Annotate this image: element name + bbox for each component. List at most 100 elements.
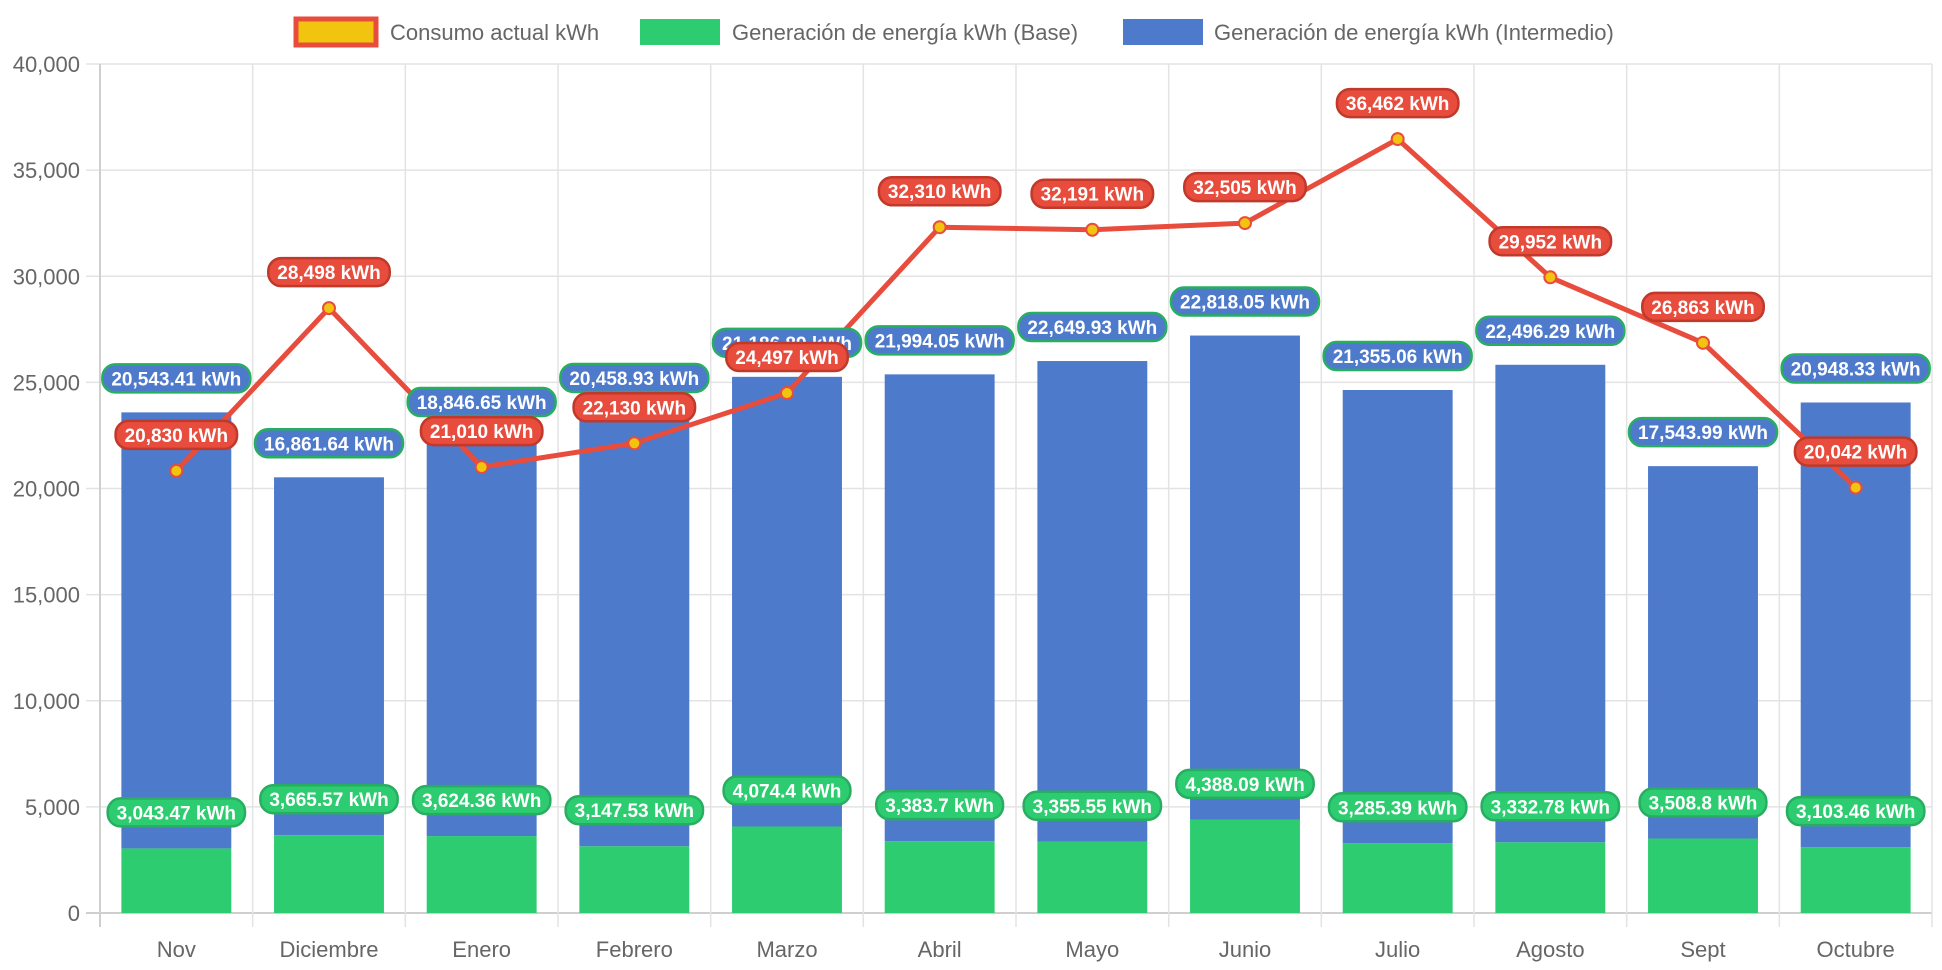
- x-tick-label: Nov: [157, 937, 196, 962]
- label-consumo-text: 32,505 kWh: [1193, 178, 1297, 199]
- label-intermedio: 20,458.93 kWh: [559, 362, 710, 394]
- label-intermedio-text: 22,649.93 kWh: [1027, 318, 1157, 339]
- label-consumo-text: 21,010 kWh: [430, 422, 534, 443]
- bar-intermedio: [1037, 361, 1148, 842]
- label-intermedio: 20,543.41 kWh: [101, 363, 252, 394]
- label-base: 3,043.47 kWh: [106, 797, 247, 828]
- label-base: 3,103.46 kWh: [1785, 795, 1926, 827]
- bars: [121, 335, 1911, 913]
- label-consumo: 20,042 kWh: [1793, 436, 1918, 467]
- label-base-text: 3,285.39 kWh: [1338, 798, 1457, 819]
- bar-intermedio: [426, 436, 537, 837]
- x-tick-label: Octubre: [1817, 937, 1895, 962]
- label-base-bg: [1327, 792, 1468, 823]
- label-intermedio-bg: [1017, 311, 1168, 343]
- label-intermedio-bg: [1780, 353, 1931, 384]
- x-tick-label: Junio: [1219, 937, 1272, 962]
- consumption-point: [1085, 222, 1100, 237]
- label-consumo: 28,498 kWh: [267, 256, 391, 288]
- legend-intermedio: Generación de energía kWh (Intermedio): [1123, 19, 1614, 45]
- label-consumo-bg: [267, 256, 391, 288]
- label-base-bg: [875, 789, 1005, 821]
- bar-base: [1037, 841, 1148, 913]
- data-labels: 3,043.47 kWh 3,665.57 kWh 3,624.36 kWh 3,14…: [101, 87, 1931, 828]
- label-consumo-bg: [572, 392, 697, 423]
- x-tick-label: Agosto: [1516, 937, 1585, 962]
- y-tick-label: 0: [68, 901, 80, 926]
- x-axis: Nov Diciembre Enero Febrero Marzo Abril Mayo Ju…: [157, 937, 1895, 962]
- label-base-bg: [722, 775, 852, 806]
- label-base-bg: [106, 797, 247, 828]
- label-consumo-bg: [1335, 87, 1460, 119]
- legend: Consumo actual kWh Generación de energía …: [293, 16, 1614, 48]
- label-intermedio: 20,948.33 kWh: [1780, 353, 1931, 384]
- bar-base: [884, 841, 995, 913]
- y-tick-label: 35,000: [13, 158, 80, 183]
- label-intermedio-text: 18,846.65 kWh: [417, 393, 547, 414]
- label-base: 4,074.4 kWh: [722, 775, 852, 806]
- label-base: 3,383.7 kWh: [875, 789, 1005, 821]
- label-intermedio-bg: [1627, 416, 1779, 448]
- bar-intermedio: [1800, 402, 1911, 848]
- legend-intermedio-swatch: [1123, 19, 1203, 45]
- consumption-point: [474, 460, 489, 475]
- label-consumo-bg: [114, 419, 239, 451]
- label-consumo-bg: [1793, 436, 1918, 467]
- label-consumo-bg: [877, 175, 1002, 207]
- bar-base: [579, 846, 690, 913]
- label-base-text: 4,388.09 kWh: [1185, 775, 1304, 796]
- label-base: 3,285.39 kWh: [1327, 792, 1468, 823]
- label-consumo: 36,462 kWh: [1335, 87, 1460, 119]
- label-base: 3,332.78 kWh: [1480, 791, 1621, 822]
- label-base-text: 3,624.36 kWh: [422, 791, 541, 812]
- bar-base: [1800, 847, 1911, 913]
- label-intermedio-text: 22,496.29 kWh: [1485, 322, 1615, 343]
- y-tick-label: 25,000: [13, 370, 80, 395]
- label-base-bg: [1175, 768, 1315, 800]
- bar-base: [274, 835, 384, 913]
- label-intermedio: 21,994.05 kWh: [864, 325, 1015, 356]
- label-consumo: 22,130 kWh: [572, 392, 697, 423]
- legend-consumo: Consumo actual kWh: [293, 16, 599, 48]
- grid: [86, 63, 1933, 927]
- consumption-point: [1390, 132, 1405, 147]
- consumption-point: [1543, 270, 1558, 285]
- label-base-text: 3,103.46 kWh: [1796, 802, 1915, 823]
- label-base-bg: [411, 784, 552, 816]
- label-intermedio-text: 16,861.64 kWh: [264, 434, 394, 455]
- consumption-point: [780, 386, 794, 401]
- x-tick-label: Mayo: [1065, 937, 1119, 962]
- bar-intermedio: [121, 412, 232, 849]
- label-base-text: 4,074.4 kWh: [733, 782, 842, 803]
- label-consumo: 29,952 kWh: [1488, 226, 1613, 257]
- label-base-text: 3,043.47 kWh: [117, 803, 236, 824]
- y-tick-label: 30,000: [13, 264, 80, 289]
- bar-intermedio: [1495, 364, 1606, 843]
- bar-intermedio: [732, 376, 842, 827]
- x-tick-label: Enero: [452, 937, 511, 962]
- label-base: 3,665.57 kWh: [259, 783, 399, 815]
- label-consumo: 21,010 kWh: [419, 415, 544, 447]
- label-base-bg: [1480, 791, 1621, 822]
- label-intermedio-text: 20,458.93 kWh: [569, 369, 699, 390]
- label-base: 4,388.09 kWh: [1175, 768, 1315, 800]
- bar-base: [1648, 838, 1758, 913]
- label-base-bg: [564, 794, 705, 826]
- label-intermedio: 21,355.06 kWh: [1322, 340, 1473, 372]
- consumption-point: [1238, 216, 1252, 231]
- label-base-text: 3,665.57 kWh: [269, 790, 388, 811]
- label-consumo-text: 32,191 kWh: [1041, 185, 1145, 206]
- label-consumo-text: 26,863 kWh: [1651, 298, 1755, 319]
- label-intermedio-text: 21,355.06 kWh: [1333, 347, 1463, 368]
- label-intermedio-text: 20,948.33 kWh: [1791, 360, 1921, 381]
- label-consumo: 26,863 kWh: [1641, 291, 1765, 323]
- bar-intermedio: [1342, 390, 1453, 844]
- label-consumo-bg: [1641, 291, 1765, 323]
- x-tick-label: Marzo: [756, 937, 817, 962]
- bar-intermedio: [884, 374, 995, 842]
- label-consumo-bg: [725, 341, 849, 373]
- y-tick-label: 20,000: [13, 477, 80, 502]
- label-base-text: 3,383.7 kWh: [885, 796, 994, 817]
- label-intermedio-text: 20,543.41 kWh: [111, 369, 241, 390]
- label-consumo-bg: [1488, 226, 1613, 257]
